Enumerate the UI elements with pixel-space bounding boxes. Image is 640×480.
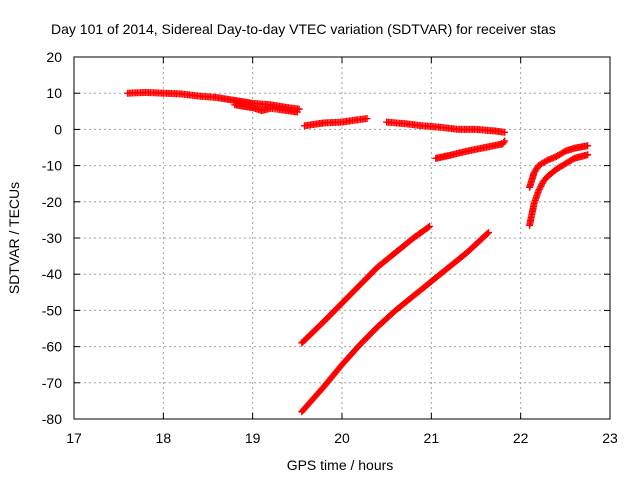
data-point	[293, 108, 301, 116]
y-tick-label: -10	[42, 158, 62, 174]
data-points	[124, 88, 592, 416]
data-point	[424, 223, 432, 231]
data-point	[501, 137, 509, 145]
x-tick-label: 23	[602, 430, 618, 446]
y-axis-title: SDTVAR / TECUs	[6, 182, 22, 294]
data-series	[383, 118, 509, 136]
x-tick-label: 22	[513, 430, 529, 446]
data-series	[298, 229, 493, 416]
y-tick-label: -60	[42, 339, 62, 355]
x-tick-label: 17	[66, 430, 82, 446]
data-series	[526, 142, 592, 191]
data-point	[584, 142, 592, 150]
data-point	[363, 115, 371, 123]
y-tick-label: -30	[42, 230, 62, 246]
data-point	[426, 222, 434, 230]
data-point	[485, 229, 493, 237]
data-point	[483, 230, 491, 238]
y-tick-label: -40	[42, 266, 62, 282]
ticks: 17 18 19 20 21 22 23 20 10 0 -10 -20 -30 -40 -50 -60 -70…	[42, 49, 618, 446]
y-tick-label: -80	[42, 411, 62, 427]
data-point	[500, 138, 508, 146]
x-tick-label: 18	[156, 430, 172, 446]
x-tick-label: 21	[424, 430, 440, 446]
grid	[74, 57, 610, 419]
data-point	[584, 151, 592, 159]
chart-title: Day 101 of 2014, Sidereal Day-to-day VTE…	[51, 21, 556, 37]
y-tick-label: 20	[46, 49, 62, 65]
data-series	[526, 151, 592, 229]
y-tick-label: -20	[42, 194, 62, 210]
y-tick-label: 0	[54, 121, 62, 137]
y-tick-label: 10	[46, 85, 62, 101]
data-series	[298, 222, 434, 347]
x-tick-label: 19	[245, 430, 261, 446]
x-tick-label: 20	[334, 430, 350, 446]
x-axis-title: GPS time / hours	[287, 457, 394, 473]
y-tick-label: -50	[42, 302, 62, 318]
data-series	[231, 101, 301, 116]
data-series	[432, 137, 509, 162]
y-tick-label: -70	[42, 375, 62, 391]
data-point	[501, 128, 509, 136]
data-series	[300, 115, 371, 130]
